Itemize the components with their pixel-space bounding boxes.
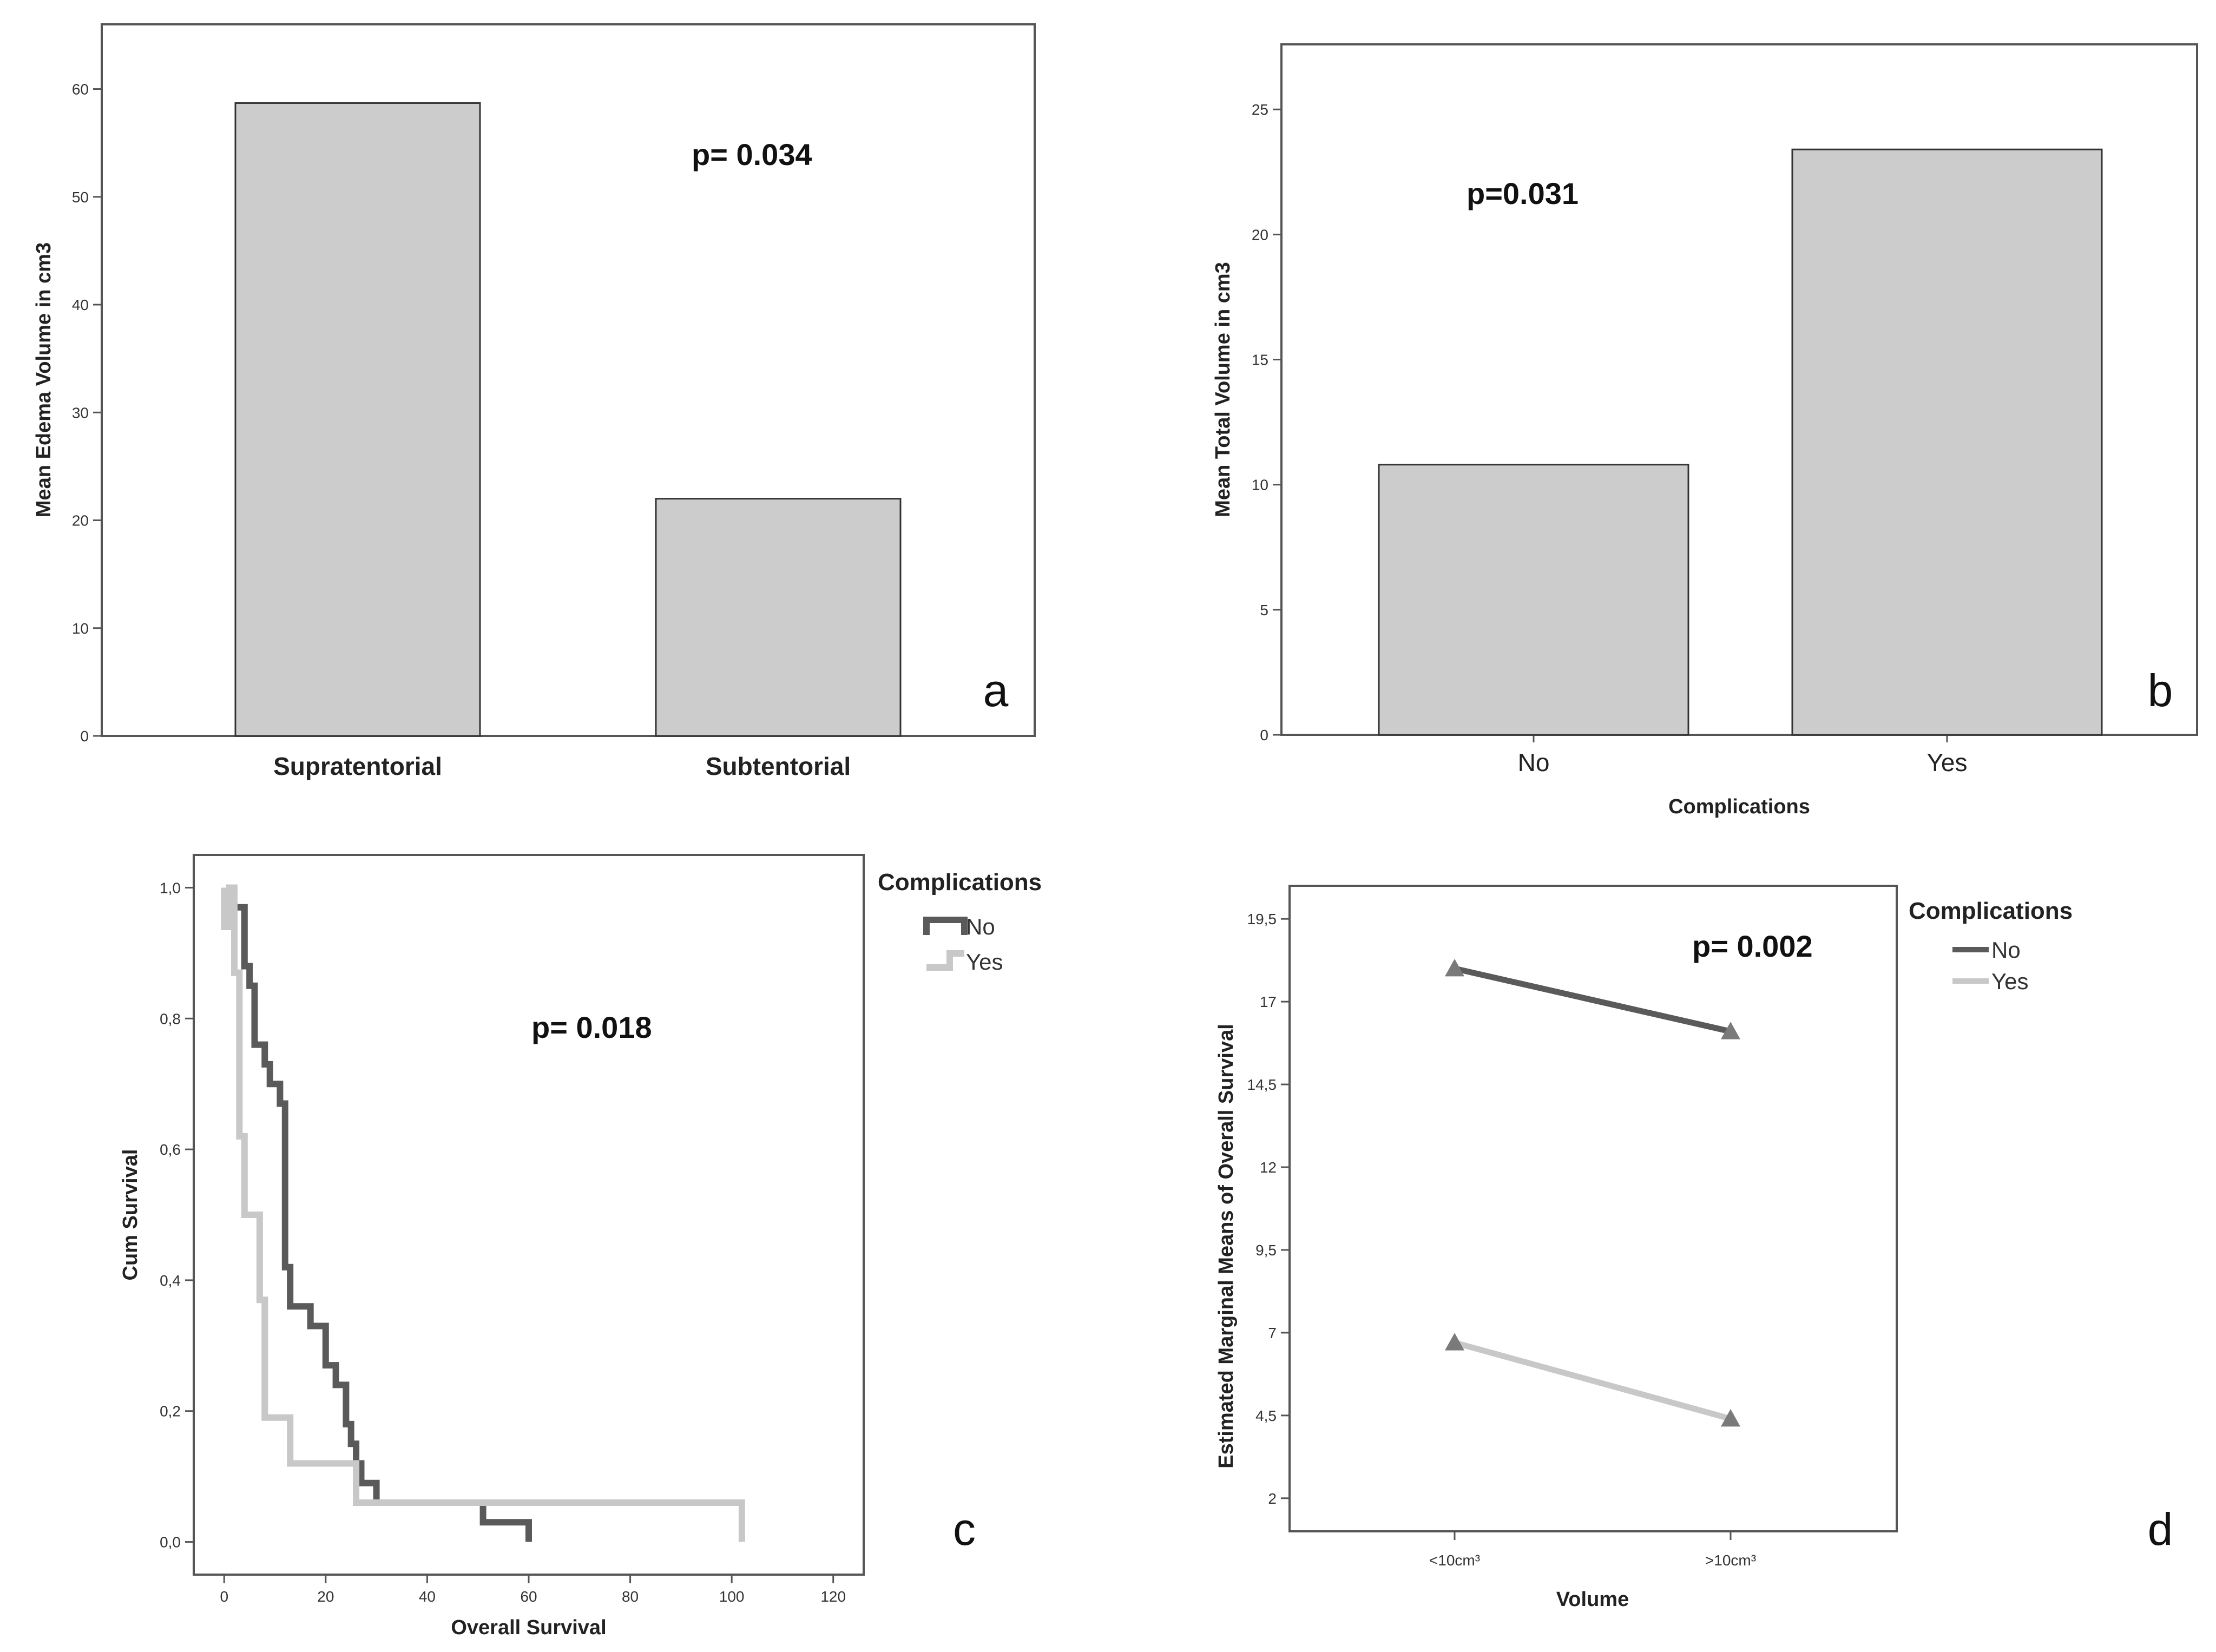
panel-c-x-tick-label: 40 xyxy=(419,1588,436,1605)
panel-c-survival-line-no xyxy=(231,887,532,1542)
panel-b-p-value: p=0.031 xyxy=(1467,176,1579,210)
panel-b-plot-frame xyxy=(1280,43,2198,736)
panel-a-y-tick-label: 30 xyxy=(72,404,89,421)
panel-b-letter: b xyxy=(2148,665,2173,716)
panel-c-letter: c xyxy=(953,1504,976,1555)
panel-c: 0,0 0,2 0,4 0,6 0,8 1,0 0 20 40 60 80 100 120 Overa… xyxy=(119,854,1042,1639)
panel-d-y-tick-label: 12 xyxy=(1260,1159,1277,1176)
panel-b-category-label-0: No xyxy=(1518,748,1550,776)
panel-b-category-label-1: Yes xyxy=(1926,748,1967,776)
panel-a-y-tick-label: 50 xyxy=(72,189,89,206)
panel-d-y-tick-label: 7 xyxy=(1268,1325,1277,1341)
panel-c-y-tick-label: 0,2 xyxy=(160,1403,181,1420)
panel-b-y-tick-label: 0 xyxy=(1260,727,1268,743)
panel-a-y-axis-title: Mean Edema Volume in cm3 xyxy=(32,242,55,517)
panel-c-survival-curves xyxy=(221,884,745,1542)
panel-a-bars xyxy=(234,102,902,737)
panel-d-legend-label-yes: Yes xyxy=(1991,969,2029,994)
panel-b-y-tick-label: 10 xyxy=(1252,477,1268,493)
panel-b-y-tick-label: 5 xyxy=(1260,602,1268,618)
panel-d-y-ticks: 2 4,5 7 9,5 12 14,5 17 19,5 xyxy=(1247,911,1290,1507)
panel-a-letter: a xyxy=(983,665,1009,716)
panel-c-p-value: p= 0.018 xyxy=(531,1010,652,1044)
panel-c-x-tick-label: 80 xyxy=(622,1588,639,1605)
panel-d-marker-no-0 xyxy=(1445,958,1464,977)
panel-d-y-tick-label: 9,5 xyxy=(1255,1242,1277,1259)
panel-c-x-tick-label: 20 xyxy=(317,1588,334,1605)
panel-d-marker-yes-1 xyxy=(1721,1409,1740,1427)
panel-c-legend-swatch-yes xyxy=(926,950,964,971)
panel-c-y-tick-label: 0,4 xyxy=(160,1272,181,1289)
panel-c-x-ticks: 0 20 40 60 80 100 120 xyxy=(220,1575,846,1605)
panel-c-x-axis-title: Overall Survival xyxy=(451,1616,606,1639)
panel-b-bars xyxy=(1378,148,2103,742)
panel-a-y-ticks: 0 10 20 30 40 50 60 xyxy=(72,81,102,745)
panel-d-line-no xyxy=(1454,965,1732,1035)
panel-a-bar-0 xyxy=(234,102,481,737)
panel-b-y-tick-label: 15 xyxy=(1252,352,1268,368)
panel-c-x-tick-label: 120 xyxy=(820,1588,846,1605)
panel-a-y-tick-label: 10 xyxy=(72,620,89,637)
panel-d-marker-yes-0 xyxy=(1445,1333,1464,1351)
panel-d: 2 4,5 7 9,5 12 14,5 17 19,5 <10cm³ >10cm³ Volum… xyxy=(1215,885,2173,1611)
panel-d-legend-title: Complications xyxy=(1909,898,2073,924)
panel-c-y-tick-label: 0,0 xyxy=(160,1534,181,1551)
panel-c-y-tick-label: 0,8 xyxy=(160,1010,181,1027)
panel-d-plot-frame xyxy=(1288,885,1898,1532)
panel-d-y-axis-title: Estimated Marginal Means of Overall Surv… xyxy=(1215,1024,1238,1469)
panel-c-x-tick-label: 100 xyxy=(719,1588,745,1605)
panel-a-category-label-0: Supratentorial xyxy=(273,752,442,780)
panel-d-marker-no-1 xyxy=(1721,1022,1740,1039)
panel-c-legend-label-no: No xyxy=(966,914,995,939)
panel-d-line-yes xyxy=(1454,1339,1732,1422)
panel-b-bar-0 xyxy=(1378,464,1689,736)
panel-d-y-tick-label: 17 xyxy=(1260,993,1277,1010)
panel-c-y-tick-label: 0,6 xyxy=(160,1141,181,1158)
panel-c-legend-title: Complications xyxy=(878,869,1042,896)
panel-d-letter: d xyxy=(2148,1504,2173,1555)
panel-b: 0 5 10 15 20 25 No Yes Complications Mean Tot… xyxy=(1212,43,2198,818)
panel-a: 0 10 20 30 40 50 60 Supratentorial Subtentoria… xyxy=(32,23,1036,780)
panel-d-category-label-1: >10cm³ xyxy=(1705,1552,1756,1569)
panel-d-y-tick-label: 2 xyxy=(1268,1490,1277,1507)
panel-c-survival-line-yes xyxy=(221,884,745,1542)
panel-c-x-tick-label: 60 xyxy=(520,1588,537,1605)
panel-a-y-tick-label: 60 xyxy=(72,81,89,98)
panel-b-y-tick-label: 25 xyxy=(1252,101,1268,118)
panel-b-bar-1 xyxy=(1791,148,2103,736)
panel-b-x-axis-title: Complications xyxy=(1668,795,1810,818)
panel-d-y-tick-label: 4,5 xyxy=(1255,1407,1277,1424)
panel-a-y-tick-label: 0 xyxy=(80,728,89,745)
panel-a-p-value: p= 0.034 xyxy=(692,137,812,172)
panel-d-y-tick-label: 19,5 xyxy=(1247,911,1277,927)
panel-d-series-lines xyxy=(1445,958,1740,1540)
panel-a-category-label-1: Subtentorial xyxy=(706,752,851,780)
panel-d-p-value: p= 0.002 xyxy=(1692,929,1813,963)
panel-b-y-tick-label: 20 xyxy=(1252,226,1268,243)
panel-c-y-tick-label: 1,0 xyxy=(160,879,181,896)
panel-c-legend-swatch-no xyxy=(923,917,968,935)
panel-d-x-axis-title: Volume xyxy=(1556,1588,1629,1611)
panel-d-category-label-0: <10cm³ xyxy=(1429,1552,1480,1569)
panel-c-y-ticks: 0,0 0,2 0,4 0,6 0,8 1,0 xyxy=(160,879,194,1551)
panel-a-bar-1 xyxy=(655,498,902,737)
panel-a-y-tick-label: 40 xyxy=(72,297,89,313)
panel-c-y-axis-title: Cum Survival xyxy=(119,1149,142,1281)
panel-b-y-axis-title: Mean Total Volume in cm3 xyxy=(1212,262,1234,517)
panel-a-y-tick-label: 20 xyxy=(72,512,89,529)
panel-d-y-tick-label: 14,5 xyxy=(1247,1076,1277,1093)
panel-c-x-tick-label: 0 xyxy=(220,1588,228,1605)
panel-c-legend-label-yes: Yes xyxy=(966,949,1003,975)
panel-d-legend-label-no: No xyxy=(1991,937,2021,963)
panel-b-y-ticks: 0 5 10 15 20 25 xyxy=(1252,101,1281,743)
